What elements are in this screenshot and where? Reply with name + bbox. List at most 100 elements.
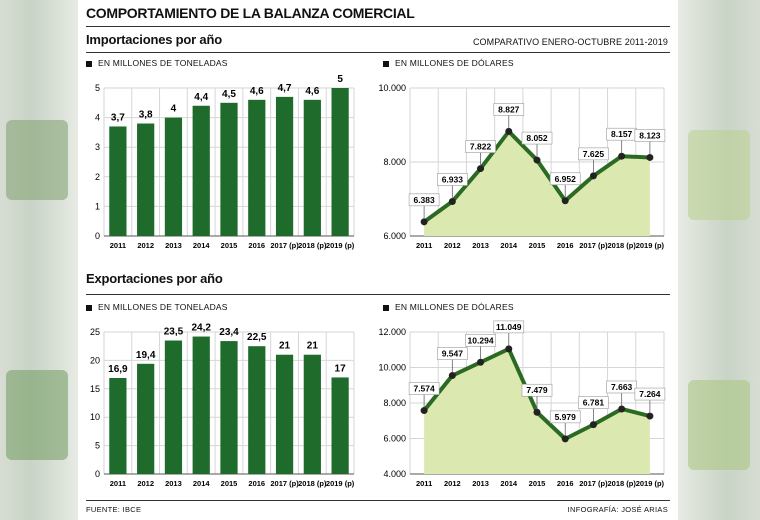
bar: [137, 123, 155, 236]
data-label: 7.264: [639, 389, 661, 399]
data-label: 8.827: [498, 104, 520, 114]
data-label: 8.123: [639, 130, 661, 140]
data-point: [420, 218, 428, 226]
data-label: 7.479: [526, 385, 548, 395]
right-backdrop: [678, 0, 760, 520]
data-label: 4,7: [278, 83, 292, 94]
data-point: [448, 197, 456, 205]
exports-tons-bar-chart: 0 5 10 15 20 25 16,9 19,4 23,5 24,2 23,4 22,5 21 21 17…: [90, 323, 355, 488]
exports-section-title: Exportaciones por año: [86, 271, 223, 286]
exports-usd-area-chart: 4.000 6.000 8.000 10.000 12.000 7.574 9.547 10.…: [378, 320, 666, 488]
bullet-square-icon: [86, 304, 92, 311]
y-tick-label: 6.000: [383, 434, 406, 444]
data-label: 4,6: [305, 86, 319, 97]
data-label: 10.294: [468, 335, 494, 345]
x-tick-label: 2016: [557, 479, 574, 488]
bullet-square-icon: [86, 60, 92, 67]
bar: [248, 99, 266, 236]
exports-rule: [86, 294, 670, 295]
x-tick-label: 2012: [444, 241, 461, 250]
imports-rule: [86, 52, 670, 53]
bar: [192, 105, 210, 236]
x-tick-label: 2017 (p): [579, 479, 608, 488]
y-tick-label: 8.000: [383, 157, 406, 167]
data-label: 17: [335, 363, 347, 374]
data-label: 19,4: [136, 350, 156, 361]
imp-tons-caption: EN MILLONES DE TONELADAS: [86, 58, 228, 68]
bar: [192, 336, 210, 474]
y-tick-label: 25: [90, 327, 100, 337]
x-tick-label: 2011: [416, 241, 432, 250]
area-fill: [424, 131, 650, 236]
y-tick-label: 12.000: [378, 327, 406, 337]
label-box: [634, 387, 666, 401]
label-box: [408, 193, 440, 207]
bar: [137, 363, 155, 474]
label-box: [493, 103, 525, 116]
y-tick-label: 4.000: [383, 469, 406, 479]
x-tick-label: 2017 (p): [270, 479, 299, 488]
comparison-note: COMPARATIVO ENERO-OCTUBRE 2011-2019: [472, 37, 668, 47]
y-tick-label: 10: [90, 412, 100, 422]
bar: [331, 88, 349, 236]
x-tick-label: 2013: [165, 241, 182, 250]
bar: [275, 354, 294, 474]
x-tick-label: 2016: [557, 241, 574, 250]
bar: [220, 102, 238, 236]
data-label: 23,5: [164, 327, 184, 338]
y-tick-label: 0: [95, 231, 100, 241]
imp-usd-caption-text: EN MILLONES DE DÓLARES: [395, 58, 514, 68]
data-label: 23,4: [219, 327, 239, 338]
data-point: [477, 165, 485, 173]
data-label: 3,8: [139, 110, 153, 121]
y-tick-label: 5: [95, 83, 100, 93]
x-tick-label: 2019 (p): [636, 479, 665, 488]
y-tick-label: 5: [95, 441, 100, 451]
x-tick-label: 2013: [165, 479, 182, 488]
x-tick-label: 2018 (p): [298, 241, 327, 250]
bullet-square-icon: [383, 304, 389, 311]
x-tick-label: 2012: [137, 241, 154, 250]
x-tick-label: 2011: [110, 479, 126, 488]
source-note: FUENTE: IBCE: [86, 505, 142, 514]
data-point: [618, 152, 626, 160]
x-tick-label: 2018 (p): [607, 241, 636, 250]
label-box: [465, 140, 496, 153]
data-label: 9.547: [442, 349, 464, 359]
footer-rule: [86, 500, 670, 501]
data-point: [589, 421, 597, 429]
data-label: 4,5: [222, 89, 236, 100]
x-tick-label: 2017 (p): [579, 241, 608, 250]
bar: [303, 99, 321, 236]
x-tick-label: 2017 (p): [270, 241, 299, 250]
data-label: 6.383: [413, 195, 435, 205]
data-point: [589, 172, 597, 180]
bar: [275, 96, 294, 236]
data-point: [533, 156, 541, 164]
bar: [109, 378, 127, 474]
label-box: [521, 131, 553, 145]
x-tick-label: 2014: [500, 479, 518, 488]
label-box: [437, 173, 468, 186]
bar: [164, 117, 183, 236]
imp-tons-caption-text: EN MILLONES DE TONELADAS: [98, 58, 228, 68]
data-point: [646, 412, 654, 420]
imports-usd-area-chart: 6.000 8.000 10.000 6.383 6.933 7.822 8.827 8.05…: [378, 83, 666, 250]
x-tick-label: 2011: [110, 241, 126, 250]
data-point: [477, 358, 485, 366]
y-tick-label: 10.000: [378, 83, 406, 93]
main-title: COMPORTAMIENTO DE LA BALANZA COMERCIAL: [86, 5, 415, 21]
label-box: [549, 410, 581, 424]
data-point: [505, 127, 513, 135]
data-point: [618, 405, 626, 413]
data-label: 4: [171, 104, 177, 115]
exp-usd-caption-text: EN MILLONES DE DÓLARES: [395, 302, 514, 312]
label-box: [493, 320, 525, 334]
x-tick-label: 2015: [221, 241, 238, 250]
data-label: 22,5: [247, 332, 267, 343]
title-rule: [86, 26, 670, 27]
label-box: [578, 396, 609, 409]
data-point: [505, 345, 513, 353]
x-tick-label: 2018 (p): [298, 479, 327, 488]
label-box: [408, 382, 440, 395]
